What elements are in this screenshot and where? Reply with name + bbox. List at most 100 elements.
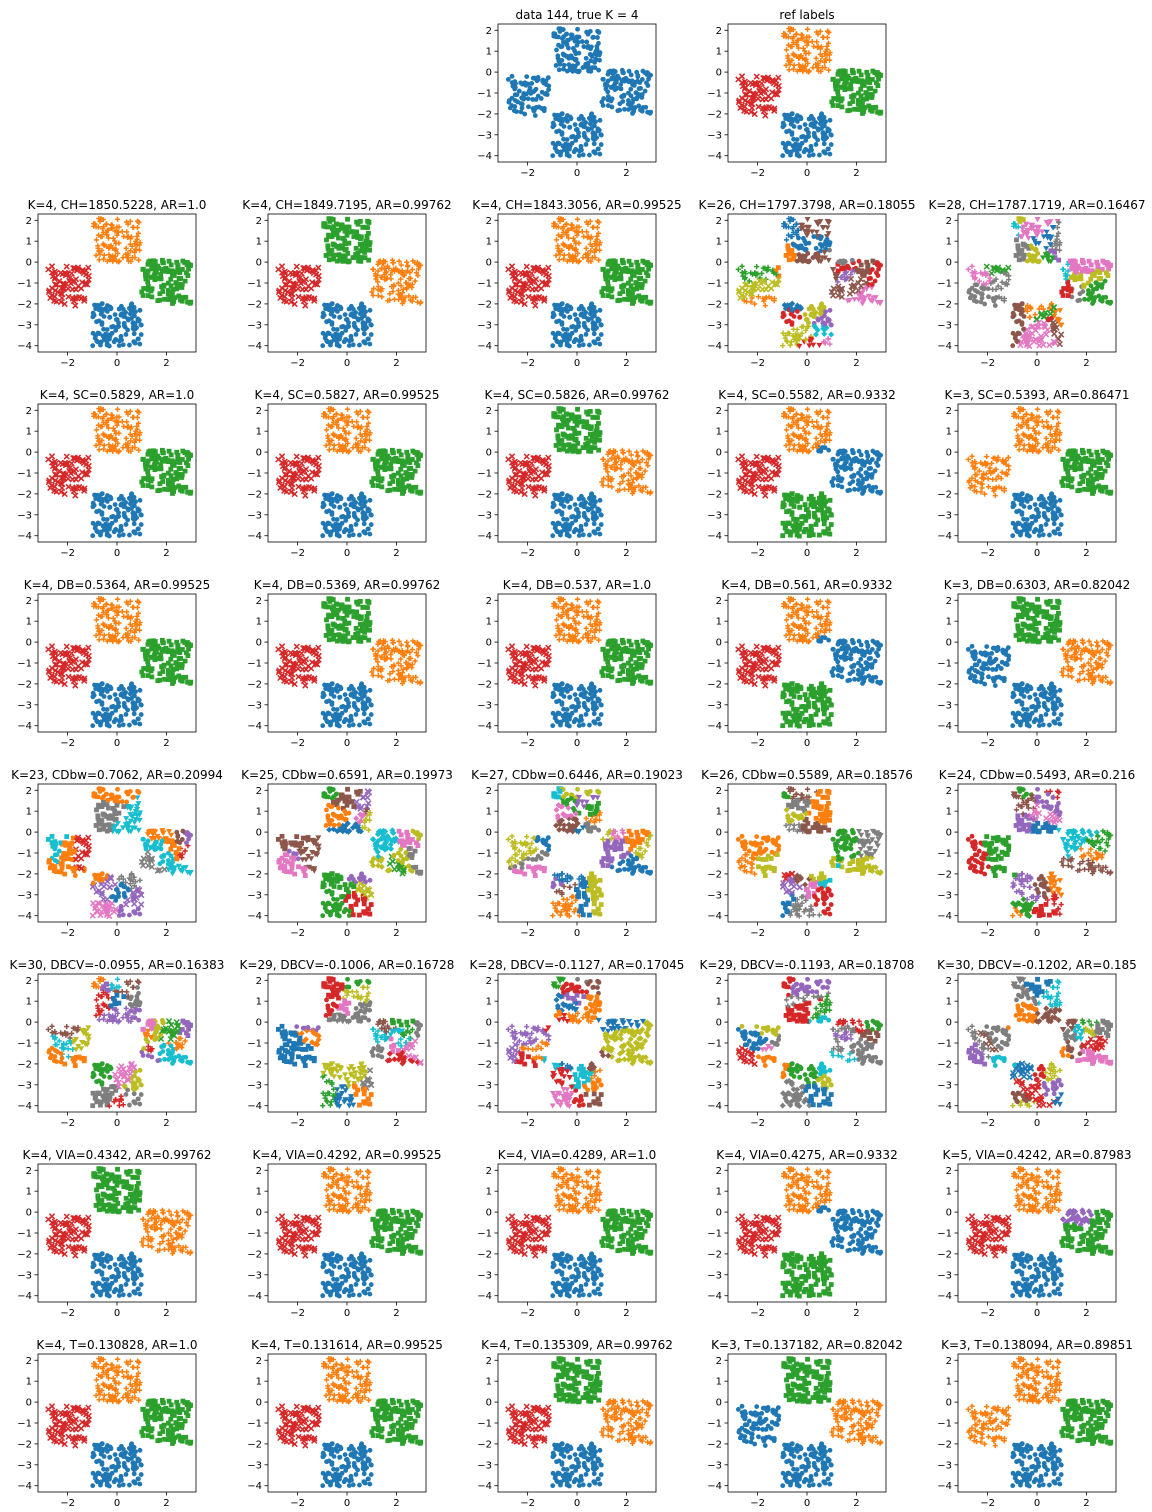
data-point bbox=[133, 512, 138, 517]
scatter-points bbox=[506, 406, 654, 538]
data-point bbox=[823, 132, 828, 137]
data-point bbox=[820, 225, 826, 230]
y-tick-label: −1 bbox=[477, 279, 492, 290]
data-point bbox=[568, 505, 573, 510]
data-point bbox=[564, 434, 569, 439]
data-point bbox=[362, 517, 367, 522]
data-point bbox=[823, 322, 828, 327]
data-point bbox=[598, 322, 603, 327]
data-point bbox=[509, 264, 514, 269]
data-point bbox=[803, 138, 808, 143]
data-point bbox=[184, 460, 189, 465]
data-point bbox=[605, 273, 610, 278]
data-point bbox=[629, 93, 634, 98]
data-point bbox=[1029, 243, 1034, 248]
data-point bbox=[338, 315, 343, 320]
data-point bbox=[631, 273, 636, 278]
data-point bbox=[413, 485, 418, 490]
data-point bbox=[867, 276, 872, 281]
data-point bbox=[322, 493, 327, 498]
data-point bbox=[354, 522, 359, 527]
y-tick-label: 2 bbox=[716, 26, 722, 37]
scatter-points bbox=[506, 26, 653, 158]
data-point bbox=[141, 457, 146, 462]
data-point bbox=[782, 113, 787, 118]
data-point bbox=[1103, 295, 1108, 300]
data-point bbox=[124, 246, 129, 251]
data-point bbox=[826, 258, 832, 263]
data-point bbox=[392, 487, 397, 492]
data-point bbox=[804, 259, 809, 264]
data-point bbox=[631, 109, 636, 114]
data-point bbox=[592, 305, 597, 310]
data-point bbox=[795, 309, 800, 314]
x-tick-label: 2 bbox=[853, 358, 859, 369]
data-point bbox=[1095, 264, 1100, 269]
data-point bbox=[868, 108, 873, 113]
data-point bbox=[557, 439, 562, 444]
data-point bbox=[584, 420, 589, 425]
data-point bbox=[598, 308, 603, 313]
data-point bbox=[573, 431, 578, 436]
data-point bbox=[175, 264, 180, 269]
subplot-title: K=4, CH=1849.7195, AR=0.99762 bbox=[242, 198, 451, 212]
data-point bbox=[1057, 308, 1063, 313]
data-point bbox=[324, 237, 329, 242]
data-point bbox=[815, 138, 820, 143]
data-point bbox=[1035, 251, 1040, 256]
data-point bbox=[596, 68, 601, 73]
data-point bbox=[309, 476, 314, 481]
data-point bbox=[581, 445, 586, 450]
subplot-title: K=4, CH=1850.5228, AR=1.0 bbox=[28, 198, 207, 212]
data-point bbox=[592, 530, 597, 535]
data-point bbox=[116, 514, 121, 519]
data-point bbox=[157, 291, 162, 296]
x-tick-label: 0 bbox=[344, 358, 350, 369]
data-point bbox=[812, 134, 817, 139]
data-point bbox=[850, 258, 855, 263]
data-point bbox=[510, 80, 515, 85]
data-point bbox=[108, 505, 113, 510]
x-tick-label: 2 bbox=[163, 358, 169, 369]
data-point bbox=[1046, 318, 1051, 323]
data-point bbox=[1081, 284, 1086, 289]
data-point bbox=[609, 266, 614, 271]
data-point bbox=[599, 522, 604, 527]
data-point bbox=[780, 153, 785, 158]
data-point bbox=[376, 474, 381, 479]
data-point bbox=[588, 432, 593, 437]
data-point bbox=[1016, 331, 1021, 336]
data-point bbox=[828, 322, 833, 327]
y-tick-label: 1 bbox=[486, 47, 492, 58]
data-point bbox=[587, 343, 592, 348]
y-tick-label: −3 bbox=[247, 510, 262, 521]
data-point bbox=[351, 532, 356, 537]
data-point bbox=[108, 306, 113, 311]
data-point bbox=[127, 343, 132, 348]
data-point bbox=[1075, 264, 1080, 269]
data-point bbox=[582, 324, 587, 329]
data-point bbox=[828, 118, 833, 123]
data-point bbox=[640, 92, 645, 97]
data-point bbox=[630, 100, 635, 105]
data-point bbox=[321, 311, 326, 316]
y-tick-label: −3 bbox=[247, 320, 262, 331]
data-point bbox=[556, 35, 561, 40]
data-point bbox=[611, 71, 616, 76]
data-point bbox=[969, 264, 974, 269]
data-point bbox=[560, 307, 565, 312]
data-point bbox=[874, 80, 879, 85]
data-point bbox=[560, 130, 565, 135]
data-point bbox=[1094, 286, 1099, 291]
data-point bbox=[132, 331, 137, 336]
data-point bbox=[618, 466, 623, 471]
data-point bbox=[327, 257, 332, 262]
data-point bbox=[157, 481, 162, 486]
data-point bbox=[351, 424, 356, 429]
data-point bbox=[836, 103, 841, 108]
data-point bbox=[552, 493, 557, 498]
data-point bbox=[1091, 273, 1096, 278]
data-point bbox=[637, 86, 642, 91]
data-point bbox=[331, 517, 336, 522]
